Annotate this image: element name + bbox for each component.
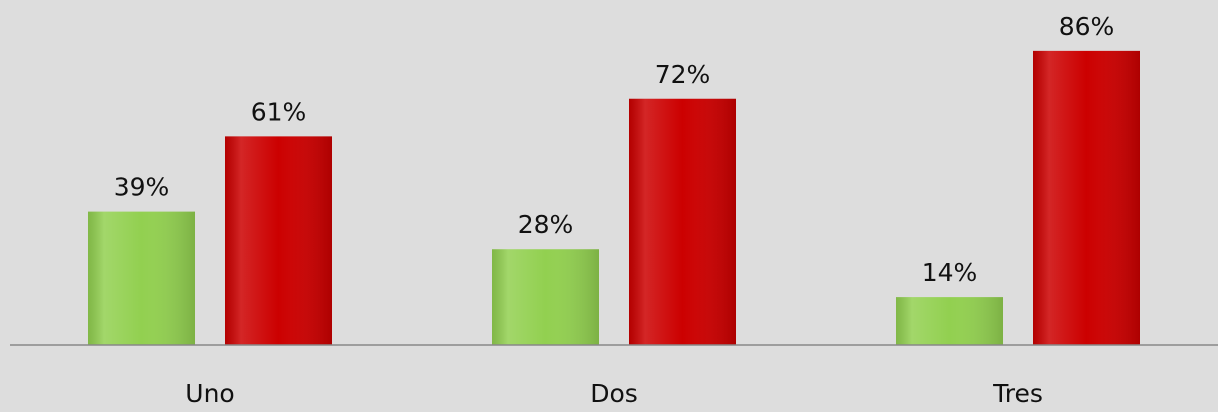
bar-shine (88, 211, 195, 345)
bar-shine (225, 136, 332, 345)
x-tick-label: Tres (992, 379, 1043, 408)
bar-shine (629, 98, 736, 345)
data-label: 28% (518, 210, 574, 239)
bar-shine (492, 249, 599, 345)
x-tick-label: Uno (185, 379, 234, 408)
data-label: 14% (922, 258, 978, 287)
data-label: 86% (1059, 12, 1115, 41)
data-label: 61% (251, 97, 307, 126)
data-label: 72% (655, 60, 711, 89)
x-tick-label: Dos (590, 379, 638, 408)
bar-shine (1033, 50, 1140, 345)
bar-shine (896, 297, 1003, 345)
data-label: 39% (114, 173, 170, 202)
